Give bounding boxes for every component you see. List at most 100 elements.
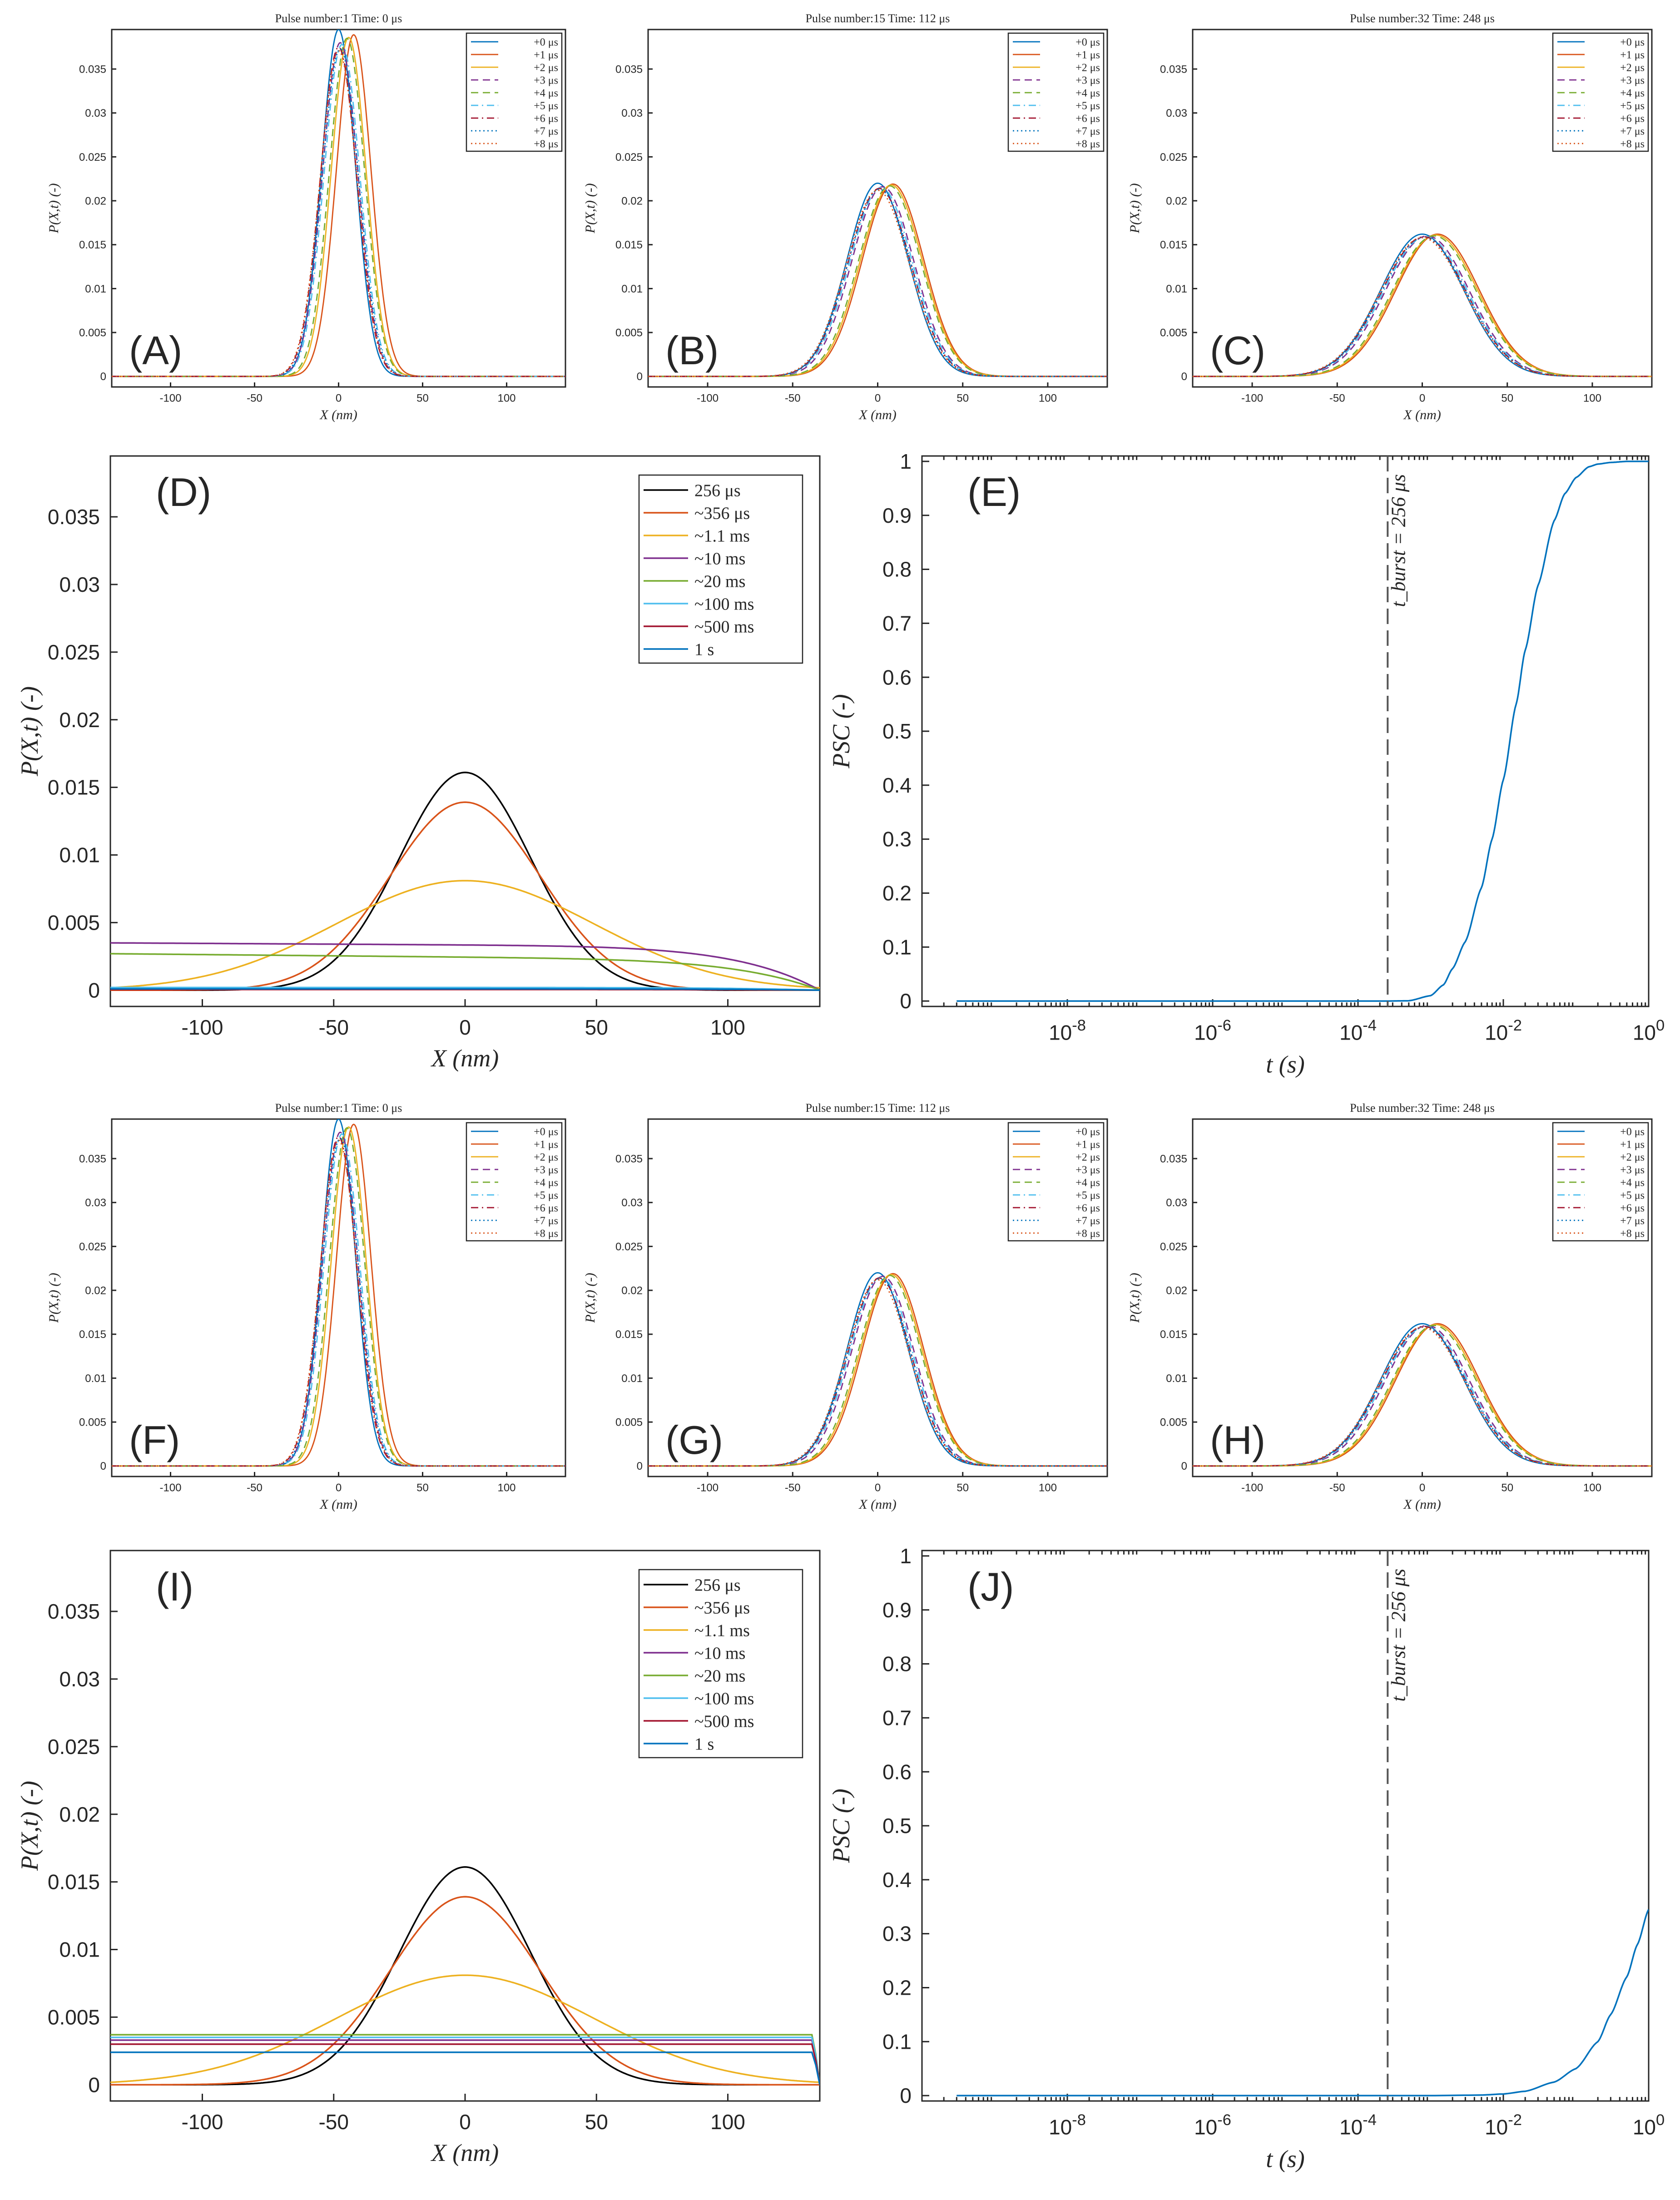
legend-entry: +5 μs: [1620, 1190, 1645, 1202]
legend-entry: ~10 ms: [694, 1644, 745, 1663]
x-tick-label: -50: [785, 392, 801, 404]
y-axis-label: PSC (-): [828, 694, 855, 768]
legend-entry: +4 μs: [1075, 1177, 1100, 1189]
y-axis-label: P(X,t) (-): [46, 183, 61, 234]
legend-entry: +1 μs: [1075, 1139, 1100, 1151]
y-tick-label: 0.03: [85, 1197, 106, 1209]
x-tick-label: 100: [1633, 1017, 1665, 1045]
legend-entry: +5 μs: [1075, 100, 1100, 112]
y-tick-label: 0.2: [882, 1976, 912, 2000]
y-tick-label: 0.035: [615, 63, 643, 75]
legend-entry: +8 μs: [1075, 1228, 1100, 1240]
x-axis-label: t (s): [1266, 1051, 1304, 1078]
panel-label: (J): [967, 1564, 1014, 1609]
x-tick-label: 0: [1419, 1482, 1425, 1494]
legend: +0 μs+1 μs+2 μs+3 μs+4 μs+5 μs+6 μs+7 μs…: [1552, 1122, 1649, 1242]
legend: +0 μs+1 μs+2 μs+3 μs+4 μs+5 μs+6 μs+7 μs…: [1007, 32, 1105, 152]
legend-entry: +7 μs: [1075, 126, 1100, 138]
series-line: [110, 880, 820, 989]
legend-entry: +2 μs: [534, 1152, 558, 1164]
x-axis-label: X (nm): [1403, 407, 1441, 422]
y-tick-label: 0.6: [882, 665, 912, 689]
y-axis-label: P(X,t) (-): [16, 686, 43, 777]
legend-entry: 256 μs: [694, 1576, 741, 1595]
x-axis-label: X (nm): [319, 1497, 357, 1512]
legend-entry: +2 μs: [1075, 62, 1100, 74]
x-tick-label: 50: [585, 2110, 608, 2134]
legend-entry: +4 μs: [1620, 1177, 1645, 1189]
y-tick-label: 0.015: [615, 1328, 643, 1341]
panel-e: 10-8 10-6 10-4 10-2 100 0 0.1 0.2 0.3 0.4 0.5 0.6 0.…: [828, 450, 1665, 1078]
legend-entry: +2 μs: [534, 62, 558, 74]
panel-label: (C): [1210, 328, 1265, 373]
series-line: [110, 801, 820, 991]
y-tick-label: 0.03: [1166, 1197, 1187, 1209]
y-tick-label: 0.005: [1160, 1417, 1187, 1429]
y-tick-label: 0: [88, 978, 100, 1002]
x-tick-label: -100: [697, 392, 719, 404]
legend-entry: +2 μs: [1075, 1152, 1100, 1164]
legend-entry: +6 μs: [534, 1203, 558, 1214]
series-line: [110, 1896, 820, 2086]
legend-entry: 256 μs: [694, 481, 741, 500]
y-tick-label: 0.2: [882, 882, 912, 905]
y-tick-label: 0.015: [79, 1328, 106, 1341]
panel-label: (D): [156, 470, 211, 515]
x-tick-label: 100: [1583, 1482, 1601, 1494]
y-tick-label: 0.01: [621, 1373, 643, 1385]
series-line: [1193, 235, 1652, 377]
x-tick-label: -50: [247, 392, 263, 404]
series-line: [110, 2043, 820, 2085]
y-tick-label: 0.035: [48, 505, 100, 529]
panel-h: -100 -50 0 50 100 0 0.005 0.01 0.015 0.02 0.025 0.0…: [1127, 1101, 1653, 1512]
series-line: [956, 1909, 1649, 2096]
legend-entry: +2 μs: [1620, 1152, 1645, 1164]
legend-entry: +0 μs: [1620, 37, 1645, 49]
series-line: [110, 2051, 820, 2085]
y-tick-label: 0.005: [79, 1417, 106, 1429]
series-line: [648, 1279, 1107, 1467]
y-tick-label: 0.03: [621, 107, 643, 119]
x-tick-label: 10-8: [1049, 1017, 1086, 1045]
legend-entry: +3 μs: [1075, 1164, 1100, 1176]
legend-entry: +8 μs: [1620, 1228, 1645, 1240]
burst-time-label: t_burst = 256 μs: [1387, 474, 1409, 607]
legend-entry: +2 μs: [1620, 62, 1645, 74]
y-tick-label: 0.01: [59, 843, 100, 867]
x-tick-label: 50: [956, 1482, 969, 1494]
x-tick-label: -50: [318, 1016, 348, 1039]
series-line: [112, 46, 565, 377]
y-tick-label: 0.8: [882, 1652, 912, 1676]
x-tick-label: 10-6: [1194, 2111, 1231, 2139]
legend: +0 μs+1 μs+2 μs+3 μs+4 μs+5 μs+6 μs+7 μs…: [466, 32, 563, 152]
legend-entry: +3 μs: [1620, 1164, 1645, 1176]
legend: 256 μs ~356 μs ~1.1 ms ~10 ms ~20 ms ~100 ms ~…: [638, 1569, 803, 1759]
y-tick-label: 0: [900, 989, 912, 1013]
x-tick-label: 0: [875, 392, 881, 404]
x-axis-label: X (nm): [431, 1045, 499, 1072]
x-tick-label: 50: [416, 1482, 429, 1494]
legend-entry: ~500 ms: [694, 1712, 754, 1731]
y-tick-label: 0.9: [882, 504, 912, 527]
x-tick-label: -50: [1329, 392, 1345, 404]
series-line: [110, 988, 820, 991]
y-tick-label: 0.005: [48, 2005, 100, 2029]
legend-entry: +7 μs: [534, 1215, 558, 1227]
y-tick-label: 0.025: [79, 151, 106, 164]
legend-entry: +7 μs: [1620, 126, 1645, 138]
y-tick-label: 0.015: [1160, 1328, 1187, 1341]
y-tick-label: 0.015: [79, 239, 106, 251]
chart-title: Pulse number:15 Time: 112 μs: [806, 12, 950, 25]
panel-label: (B): [665, 328, 719, 373]
legend: +0 μs+1 μs+2 μs+3 μs+4 μs+5 μs+6 μs+7 μs…: [466, 1122, 563, 1242]
y-tick-label: 0: [88, 2073, 100, 2096]
y-tick-label: 0.01: [59, 1938, 100, 1962]
y-tick-label: 0.4: [882, 1868, 912, 1892]
panel-b: -100 -50 0 50 100 0 0.005 0.01 0.015 0.02 0.025 0.0…: [583, 12, 1108, 422]
panel-c: -100 -50 0 50 100 0 0.005 0.01 0.015 0.02 0.025 0.0…: [1127, 12, 1653, 422]
x-tick-label: 50: [1501, 392, 1513, 404]
axes-box: [921, 455, 1650, 1007]
x-tick-label: 50: [1501, 1482, 1513, 1494]
y-tick-label: 0.01: [1166, 1373, 1187, 1385]
y-tick-label: 0: [100, 371, 106, 383]
